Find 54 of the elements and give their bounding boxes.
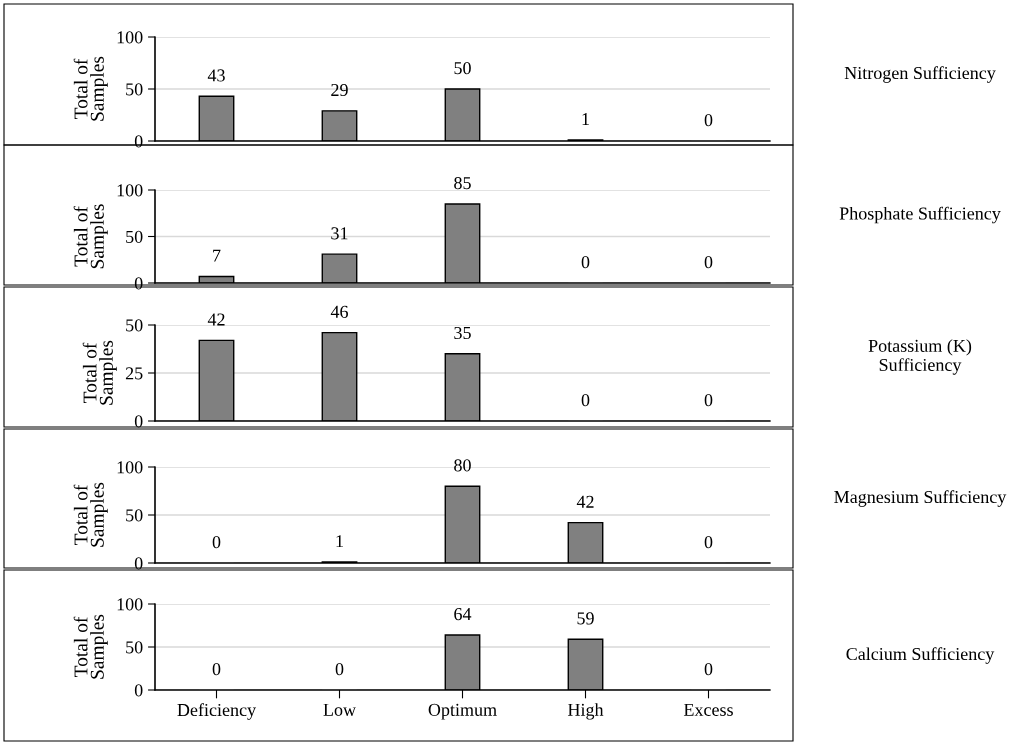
data-label: 0: [581, 256, 590, 269]
data-label: 7: [213, 249, 221, 262]
y-tick-label: 50: [126, 230, 143, 243]
data-label: 1: [336, 535, 343, 548]
data-label: 64: [454, 608, 472, 621]
x-tick-label: High: [567, 703, 604, 720]
y2-axis-title: Calcium Sufficiency: [846, 647, 995, 664]
data-label: 0: [581, 394, 590, 407]
x-tick-label: Low: [323, 703, 356, 716]
data-label: 0: [212, 663, 221, 676]
y-tick-label: 50: [126, 641, 143, 654]
data-label: 42: [207, 313, 225, 326]
y-tick-label: 0: [134, 415, 143, 428]
x-tick-label: Optimum: [428, 703, 497, 720]
y-axis-title: Total of Samples: [73, 204, 108, 269]
data-label: 0: [335, 663, 344, 676]
data-label: 59: [577, 612, 594, 625]
data-label: 85: [454, 176, 471, 190]
y-tick-label: 100: [117, 461, 143, 474]
data-label: 42: [576, 495, 594, 508]
data-label: 31: [331, 227, 348, 240]
data-label: 0: [704, 394, 713, 407]
y-axis-title: Total of Samples: [73, 614, 108, 679]
data-label: 0: [704, 663, 713, 676]
data-label: 0: [704, 256, 713, 269]
y-axis-title: Total of Samples: [73, 482, 108, 547]
y-axis-title: Total of Samples: [73, 56, 108, 121]
data-label: 0: [212, 536, 221, 549]
data-label: 29: [331, 83, 348, 97]
y-tick-label: 100: [117, 31, 143, 44]
y-tick-label: 0: [134, 557, 143, 570]
y-tick-label: 25: [125, 367, 143, 380]
y-tick-label: 50: [126, 83, 143, 96]
y-tick-label: 100: [117, 184, 143, 197]
data-label: 50: [454, 62, 471, 75]
y2-axis-title: Phosphate Sufficiency: [839, 206, 1001, 224]
y-tick-label: 0: [134, 277, 143, 290]
data-label: 43: [207, 69, 225, 82]
data-label: 46: [330, 305, 348, 318]
y-tick-label: 50: [126, 509, 143, 522]
data-label: 0: [704, 114, 713, 127]
data-label: 35: [454, 326, 471, 340]
data-label: 80: [454, 459, 471, 472]
data-label: 0: [704, 536, 713, 549]
y2-axis-title: Potassium (K) Sufficiency: [868, 339, 972, 375]
x-tick-label: Deficiency: [177, 703, 257, 720]
data-label: 1: [582, 113, 589, 125]
y2-axis-title: Magnesium Sufficiency: [834, 490, 1007, 507]
y2-axis-title: Nitrogen Sufficiency: [844, 66, 996, 83]
x-tick-label: Excess: [683, 703, 733, 716]
y-axis-title: Total of Samples: [82, 340, 117, 405]
y-tick-label: 0: [134, 684, 143, 697]
y-tick-label: 50: [126, 319, 143, 332]
y-tick-label: 100: [117, 598, 143, 611]
